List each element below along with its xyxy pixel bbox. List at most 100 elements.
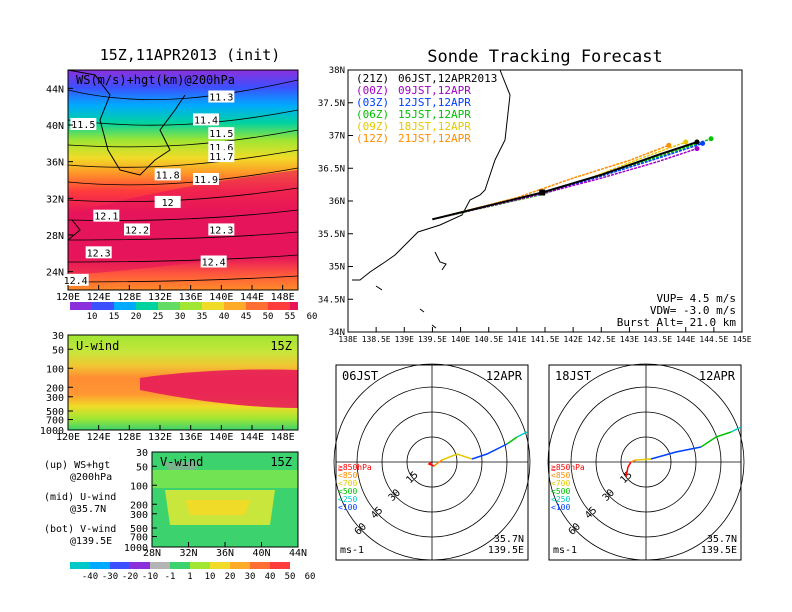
contour-label: 12.4	[62, 273, 89, 287]
colorbar-label: 40	[219, 312, 230, 322]
y-tick-label: 50	[52, 345, 64, 356]
y-tick-label: 36N	[46, 158, 64, 169]
level-label: ≧850hPa	[551, 463, 585, 472]
contour-label: 11.3	[208, 90, 235, 104]
y-tick-label: 1000	[40, 426, 64, 437]
x-tick-label: 140E	[209, 292, 233, 303]
legend-code: (09Z)	[356, 120, 389, 133]
contour-label-text: 12.2	[125, 225, 149, 236]
x-tick-label: 142E	[564, 335, 583, 344]
colorbar-label: 60	[307, 312, 318, 322]
x-tick-label: 136E	[179, 432, 203, 443]
contour-label: 11.6	[208, 140, 235, 154]
colorbar-label: 55	[285, 312, 296, 322]
level-label: <250	[551, 495, 570, 504]
x-tick-label: 148E	[271, 432, 295, 443]
contour-label: 11.5	[70, 118, 97, 131]
y-tick-label: 32N	[46, 194, 64, 205]
contour-label-text: 12.1	[94, 212, 118, 223]
contour-label: 11.9	[193, 173, 219, 186]
contour-label: 12.2	[124, 223, 150, 236]
x-tick-label: 144.5E	[699, 335, 728, 344]
contour-label-bg	[208, 223, 235, 236]
ws-panel: WS(m/s)+hgt(km)@200hPa 11.311.411.511.51…	[46, 69, 318, 322]
legend-line: (mid) U-wind	[44, 492, 116, 503]
x-tick-label: 142.5E	[587, 335, 616, 344]
y-tick-label: 200	[130, 500, 148, 511]
y-tick-label: 700	[130, 533, 148, 544]
contour-label: 12.4	[200, 255, 227, 269]
contour-label-bg	[208, 140, 235, 153]
vup-text: VUP= 4.5 m/s	[657, 292, 736, 305]
hodo-time: 06JST	[342, 369, 378, 383]
x-tick-label: 141E	[507, 335, 526, 344]
hodo-trace	[630, 459, 637, 463]
colorbar-label: -40	[82, 572, 98, 582]
v-panel-time: 15Z	[270, 455, 292, 469]
legend-time: 18JST,12APR	[398, 120, 471, 133]
level-label: <850	[338, 471, 357, 480]
u-jet-core	[140, 369, 298, 408]
contour-label-text: 11.9	[194, 175, 218, 186]
x-tick-label: 136E	[179, 292, 203, 303]
ws-jet-core	[68, 170, 298, 275]
legend-time: 12JST,12APR	[398, 96, 471, 109]
x-tick-label: 120E	[56, 292, 80, 303]
legend-code: (00Z)	[356, 84, 389, 97]
map-x-ticks: 138E 138.5E 139E 139.5E 140E 140.5E 141E 141.5E…	[338, 327, 752, 344]
contour-label-text: 11.4	[194, 115, 218, 126]
level-label: <700	[338, 479, 357, 488]
hodo-trace	[730, 426, 742, 433]
x-tick-label: 128E	[117, 292, 141, 303]
contour-label-text: 12.4	[64, 276, 88, 287]
left-title: 15Z,11APR2013 (init)	[100, 46, 281, 64]
y-tick-label: 36.5N	[318, 164, 345, 174]
wind-colorbar	[70, 562, 290, 569]
wind-colorbar-labels: -40 -30 -20 -10 -1 1 10 20 30 40 50 60	[82, 572, 316, 582]
x-tick-label: 132E	[148, 432, 172, 443]
colorbar-label: 35	[197, 312, 208, 322]
y-tick-label: 37N	[329, 132, 345, 142]
contour-label-bg	[70, 118, 97, 130]
legend-time: 15JST,12APR	[398, 108, 471, 121]
level-label: <500	[551, 487, 570, 496]
colorbar-label: 1	[187, 572, 192, 582]
colorbar-label: -1	[165, 572, 176, 582]
hodo-trace	[650, 446, 702, 460]
y-tick-label: 38N	[329, 66, 345, 76]
contour-label-text: 11.7	[209, 152, 233, 163]
map-y-ticks: 38N 37.5N 37N 36.5N 36N 35.5N 35N 34.5N 34N	[318, 66, 353, 338]
hodo-trace	[516, 431, 528, 438]
legend-line-sub: @200hPa	[70, 472, 112, 483]
x-tick-label: 139E	[395, 335, 414, 344]
x-tick-label: 44N	[289, 548, 307, 559]
contour-label: 12.1	[93, 209, 120, 223]
x-tick-label: 32N	[179, 548, 197, 559]
colorbar-label: 60	[305, 572, 316, 582]
x-tick-label: 40N	[252, 548, 270, 559]
contour-label-bg	[208, 127, 235, 140]
y-tick-label: 100	[130, 481, 148, 492]
contour-label-bg	[208, 90, 235, 103]
contour-label-bg	[85, 246, 112, 259]
y-tick-label: 30	[136, 448, 148, 459]
contour-label: 12.3	[208, 223, 235, 236]
contour-label: 11.5	[208, 127, 235, 140]
contour-label-bg	[208, 150, 235, 163]
japan-coast	[67, 69, 186, 241]
hodo-trace	[700, 431, 732, 448]
hodo-unit: ms-1	[340, 545, 364, 556]
x-tick-label: 140E	[209, 432, 233, 443]
colorbar-label: 40	[265, 572, 276, 582]
hodo-trace	[471, 443, 508, 460]
ws-panel-label: WS(m/s)+hgt(km)@200hPa	[76, 73, 235, 87]
contour-label-text: 12	[162, 198, 174, 209]
x-tick-label: 144E	[676, 335, 695, 344]
contour-label-bg	[62, 273, 89, 286]
v-x-ticks: 28N 32N 36N 40N 44N	[143, 542, 307, 559]
hodo-date: 12APR	[699, 369, 736, 383]
contour-label-bg	[193, 113, 219, 126]
y-tick-label: 35N	[329, 263, 345, 273]
